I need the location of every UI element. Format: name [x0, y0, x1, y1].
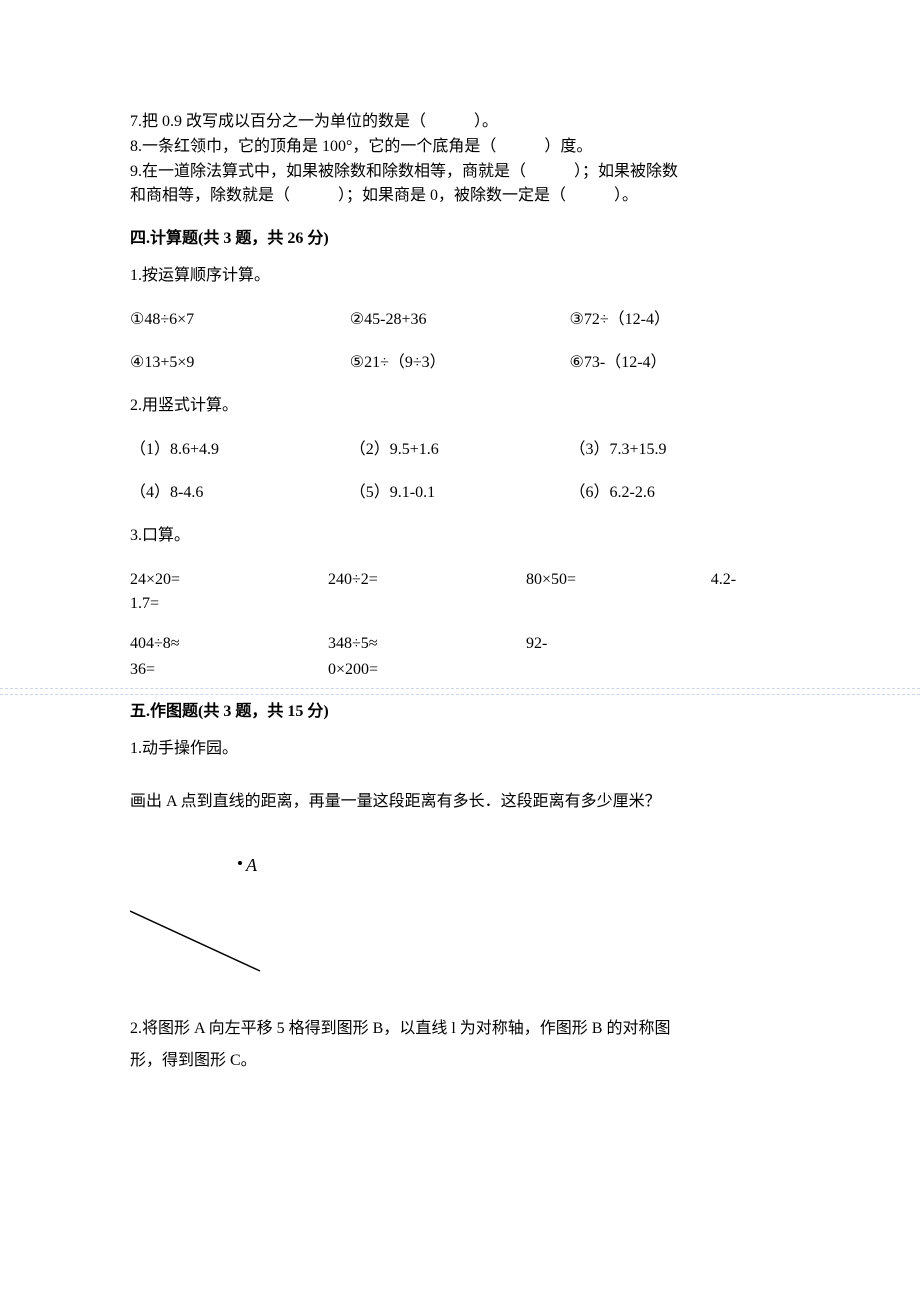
mental-row-2-wrap: 36= 0×200= [130, 657, 790, 683]
mental-row-2: 404÷8≈ 348÷5≈ 92- [130, 631, 790, 657]
mental-2-2: 348÷5≈ [328, 631, 526, 657]
section5-p2-line1: 2.将图形 A 向左平移 5 格得到图形 B，以直线 l 为对称轴，作图形 B … [130, 1013, 790, 1045]
point-a-label: A [245, 855, 258, 875]
section4-p2: 2.用竖式计算。 [130, 394, 790, 419]
fill-q9-line2: 和商相等，除数就是（ ）；如果商是 0，被除数一定是（ ）。 [130, 184, 790, 209]
figure-svg: A [130, 851, 390, 981]
calc-row-2: ④13+5×9 ⑤21÷（9÷3） ⑥73-（12-4） [130, 350, 790, 376]
calc-2-3: ⑥73-（12-4） [570, 350, 790, 376]
mental-2-4 [711, 631, 790, 657]
fill-q7: 7.把 0.9 改写成以百分之一为单位的数是（ ）。 [130, 110, 790, 135]
vert-1-1: （1）8.6+4.9 [130, 437, 350, 463]
page-horizontal-rule-1 [0, 688, 920, 689]
page-horizontal-rule-2 [0, 694, 920, 695]
section5-p1-desc: 画出 A 点到直线的距离，再量一量这段距离有多长．这段距离有多少厘米？ [130, 790, 790, 815]
section4-p3: 3.口算。 [130, 524, 790, 549]
calc-2-2: ⑤21÷（9÷3） [350, 350, 570, 376]
reference-line [130, 911, 260, 971]
point-a-dot [238, 861, 242, 865]
mental-2b-2: 0×200= [328, 657, 526, 683]
calc-2-1: ④13+5×9 [130, 350, 350, 376]
section5-p1: 1.动手操作园。 [130, 737, 790, 762]
vert-2-3: （6）6.2-2.6 [570, 480, 790, 506]
mental-row-1-wrap: 1.7= [130, 592, 790, 617]
fill-q8: 8.一条红领巾，它的顶角是 100°，它的一个底角是（ ）度。 [130, 135, 790, 160]
section5-title: 五.作图题(共 3 题，共 15 分) [130, 700, 790, 725]
mental-2b-1: 36= [130, 657, 328, 683]
section4-p1: 1.按运算顺序计算。 [130, 264, 790, 289]
calc-row-1: ①48÷6×7 ②45-28+36 ③72÷（12-4） [130, 307, 790, 333]
section5-p2-line2: 形，得到图形 C。 [130, 1045, 790, 1077]
section4-title: 四.计算题(共 3 题，共 26 分) [130, 227, 790, 252]
calc-1-1: ①48÷6×7 [130, 307, 350, 333]
fill-q9-line1: 9.在一道除法算式中，如果被除数和除数相等，商就是（ ）；如果被除数 [130, 160, 790, 185]
figure-point-to-line: A [130, 851, 790, 990]
calc-1-2: ②45-28+36 [350, 307, 570, 333]
mental-row-1: 24×20= 240÷2= 80×50= 4.2- [130, 567, 790, 593]
mental-1-1: 24×20= [130, 567, 328, 593]
mental-1-3: 80×50= [526, 567, 711, 593]
page-content: 7.把 0.9 改写成以百分之一为单位的数是（ ）。 8.一条红领巾，它的顶角是… [0, 0, 920, 1077]
vert-2-1: （4）8-4.6 [130, 480, 350, 506]
mental-2-3: 92- [526, 631, 711, 657]
vert-row-2: （4）8-4.6 （5）9.1-0.1 （6）6.2-2.6 [130, 480, 790, 506]
mental-1-4: 4.2- [711, 567, 790, 593]
mental-1-2: 240÷2= [328, 567, 526, 593]
vert-2-2: （5）9.1-0.1 [350, 480, 570, 506]
calc-1-3: ③72÷（12-4） [570, 307, 790, 333]
mental-2-1: 404÷8≈ [130, 631, 328, 657]
vert-row-1: （1）8.6+4.9 （2）9.5+1.6 （3）7.3+15.9 [130, 437, 790, 463]
vert-1-2: （2）9.5+1.6 [350, 437, 570, 463]
vert-1-3: （3）7.3+15.9 [570, 437, 790, 463]
